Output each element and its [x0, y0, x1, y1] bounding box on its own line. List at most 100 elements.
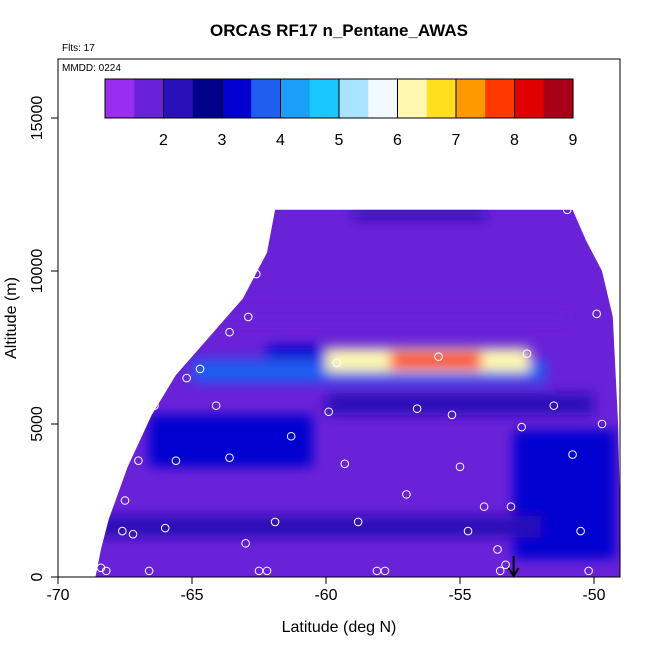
field-band [149, 414, 313, 467]
field-band [390, 352, 482, 369]
sample-point [265, 205, 275, 215]
sample-point [506, 502, 516, 511]
sample-point [359, 199, 368, 208]
y-tick-label: 10000 [29, 249, 46, 294]
field-clipped [95, 209, 620, 577]
sample-points [96, 196, 607, 576]
colorbar-swatch [222, 79, 252, 118]
sample-point [562, 205, 572, 215]
colorbar-swatch [280, 79, 311, 118]
y-axis: 0 5000 10000 15000 [29, 96, 58, 581]
field-band [513, 430, 616, 559]
x-tick-label: -55 [448, 587, 471, 604]
field-band [326, 393, 594, 415]
colorbar-tick-label: 4 [276, 132, 285, 149]
colorbar: 2 3 4 5 6 7 8 9 [103, 77, 578, 149]
colorbar-swatch [339, 79, 369, 118]
sample-point [568, 450, 577, 459]
sample-point [479, 502, 489, 511]
field-band [352, 209, 487, 219]
sample-point [324, 407, 333, 417]
colorbar-swatch [514, 79, 545, 118]
sample-point [402, 490, 411, 499]
colorbar-swatch [456, 79, 486, 118]
latitude-marker [507, 556, 520, 578]
y-axis-label: Altitude (m) [3, 277, 20, 359]
flights-annotation: Flts: 17 [62, 43, 95, 54]
sample-point [517, 422, 526, 432]
colorbar-swatch [134, 79, 165, 118]
y-tick-label: 0 [29, 572, 46, 581]
sample-point [101, 566, 111, 576]
colorbar-tick-label: 7 [452, 132, 461, 149]
sample-point [495, 566, 505, 576]
x-axis-label: Latitude (deg N) [282, 619, 397, 636]
sample-point [380, 566, 390, 576]
sample-point [150, 401, 159, 410]
sample-point [144, 566, 154, 576]
x-tick-label: -70 [46, 587, 69, 604]
date-annotation: MMDD: 0224 [62, 63, 121, 74]
sample-point [225, 327, 234, 337]
sample-point [225, 453, 234, 462]
sample-point [340, 459, 350, 469]
sample-point [592, 309, 601, 319]
sample-point [262, 566, 272, 576]
sample-point [171, 456, 181, 466]
field-bands [98, 209, 616, 559]
colorbar-swatch [251, 79, 282, 118]
sample-point [576, 526, 585, 536]
colorbar-swatch [192, 79, 223, 118]
colorbar-swatch [485, 79, 516, 118]
y-tick-label: 5000 [29, 406, 46, 442]
colorbar-swatch [105, 79, 135, 118]
chart-title: ORCAS RF17 n_Pentane_AWAS [210, 21, 468, 40]
sample-point [182, 373, 191, 383]
sample-point [270, 517, 280, 527]
sample-point [597, 419, 607, 429]
colorbar-swatch [368, 79, 399, 118]
x-axis: -70 -65 -60 -55 -50 [46, 577, 606, 604]
colorbar-swatch [426, 79, 457, 118]
colorbar-tick-label: 6 [393, 132, 402, 149]
sample-point [166, 340, 175, 349]
sample-point [412, 404, 422, 414]
sample-point [211, 401, 221, 410]
colorbar-tick-label: 9 [569, 132, 578, 149]
sample-point [134, 456, 143, 466]
sample-point [584, 566, 593, 576]
plot-frame [57, 58, 621, 578]
colorbar-swatch [397, 79, 428, 118]
marker-arrow-head [507, 567, 520, 578]
sample-point [434, 352, 443, 361]
colorbar-swatch [309, 79, 340, 118]
x-tick-label: -60 [314, 587, 337, 604]
x-tick-label: -65 [180, 587, 203, 604]
colorbar-swatch [543, 79, 574, 118]
y-tick-label: 15000 [29, 96, 46, 141]
sample-point [120, 496, 130, 505]
sample-point [252, 269, 261, 279]
x-tick-label: -50 [582, 587, 605, 604]
sample-point [493, 545, 502, 554]
date-annotation-bg [60, 61, 127, 73]
field-band [165, 310, 568, 324]
field-band [98, 515, 541, 538]
sample-point [160, 523, 170, 533]
sample-point [243, 312, 253, 322]
heatmap-field [95, 209, 620, 577]
sample-point [332, 358, 342, 368]
colorbar-tick-label: 8 [510, 132, 519, 149]
colorbar-tick-label: 2 [159, 132, 168, 149]
sample-point [447, 410, 457, 420]
colorbar-tick-label: 5 [335, 132, 344, 149]
sample-point [549, 401, 559, 410]
sample-point [128, 529, 138, 539]
colorbar-swatch [163, 79, 194, 118]
sample-point [463, 526, 473, 536]
sample-point [353, 517, 363, 527]
sample-point [241, 539, 250, 548]
sample-point [461, 196, 470, 205]
